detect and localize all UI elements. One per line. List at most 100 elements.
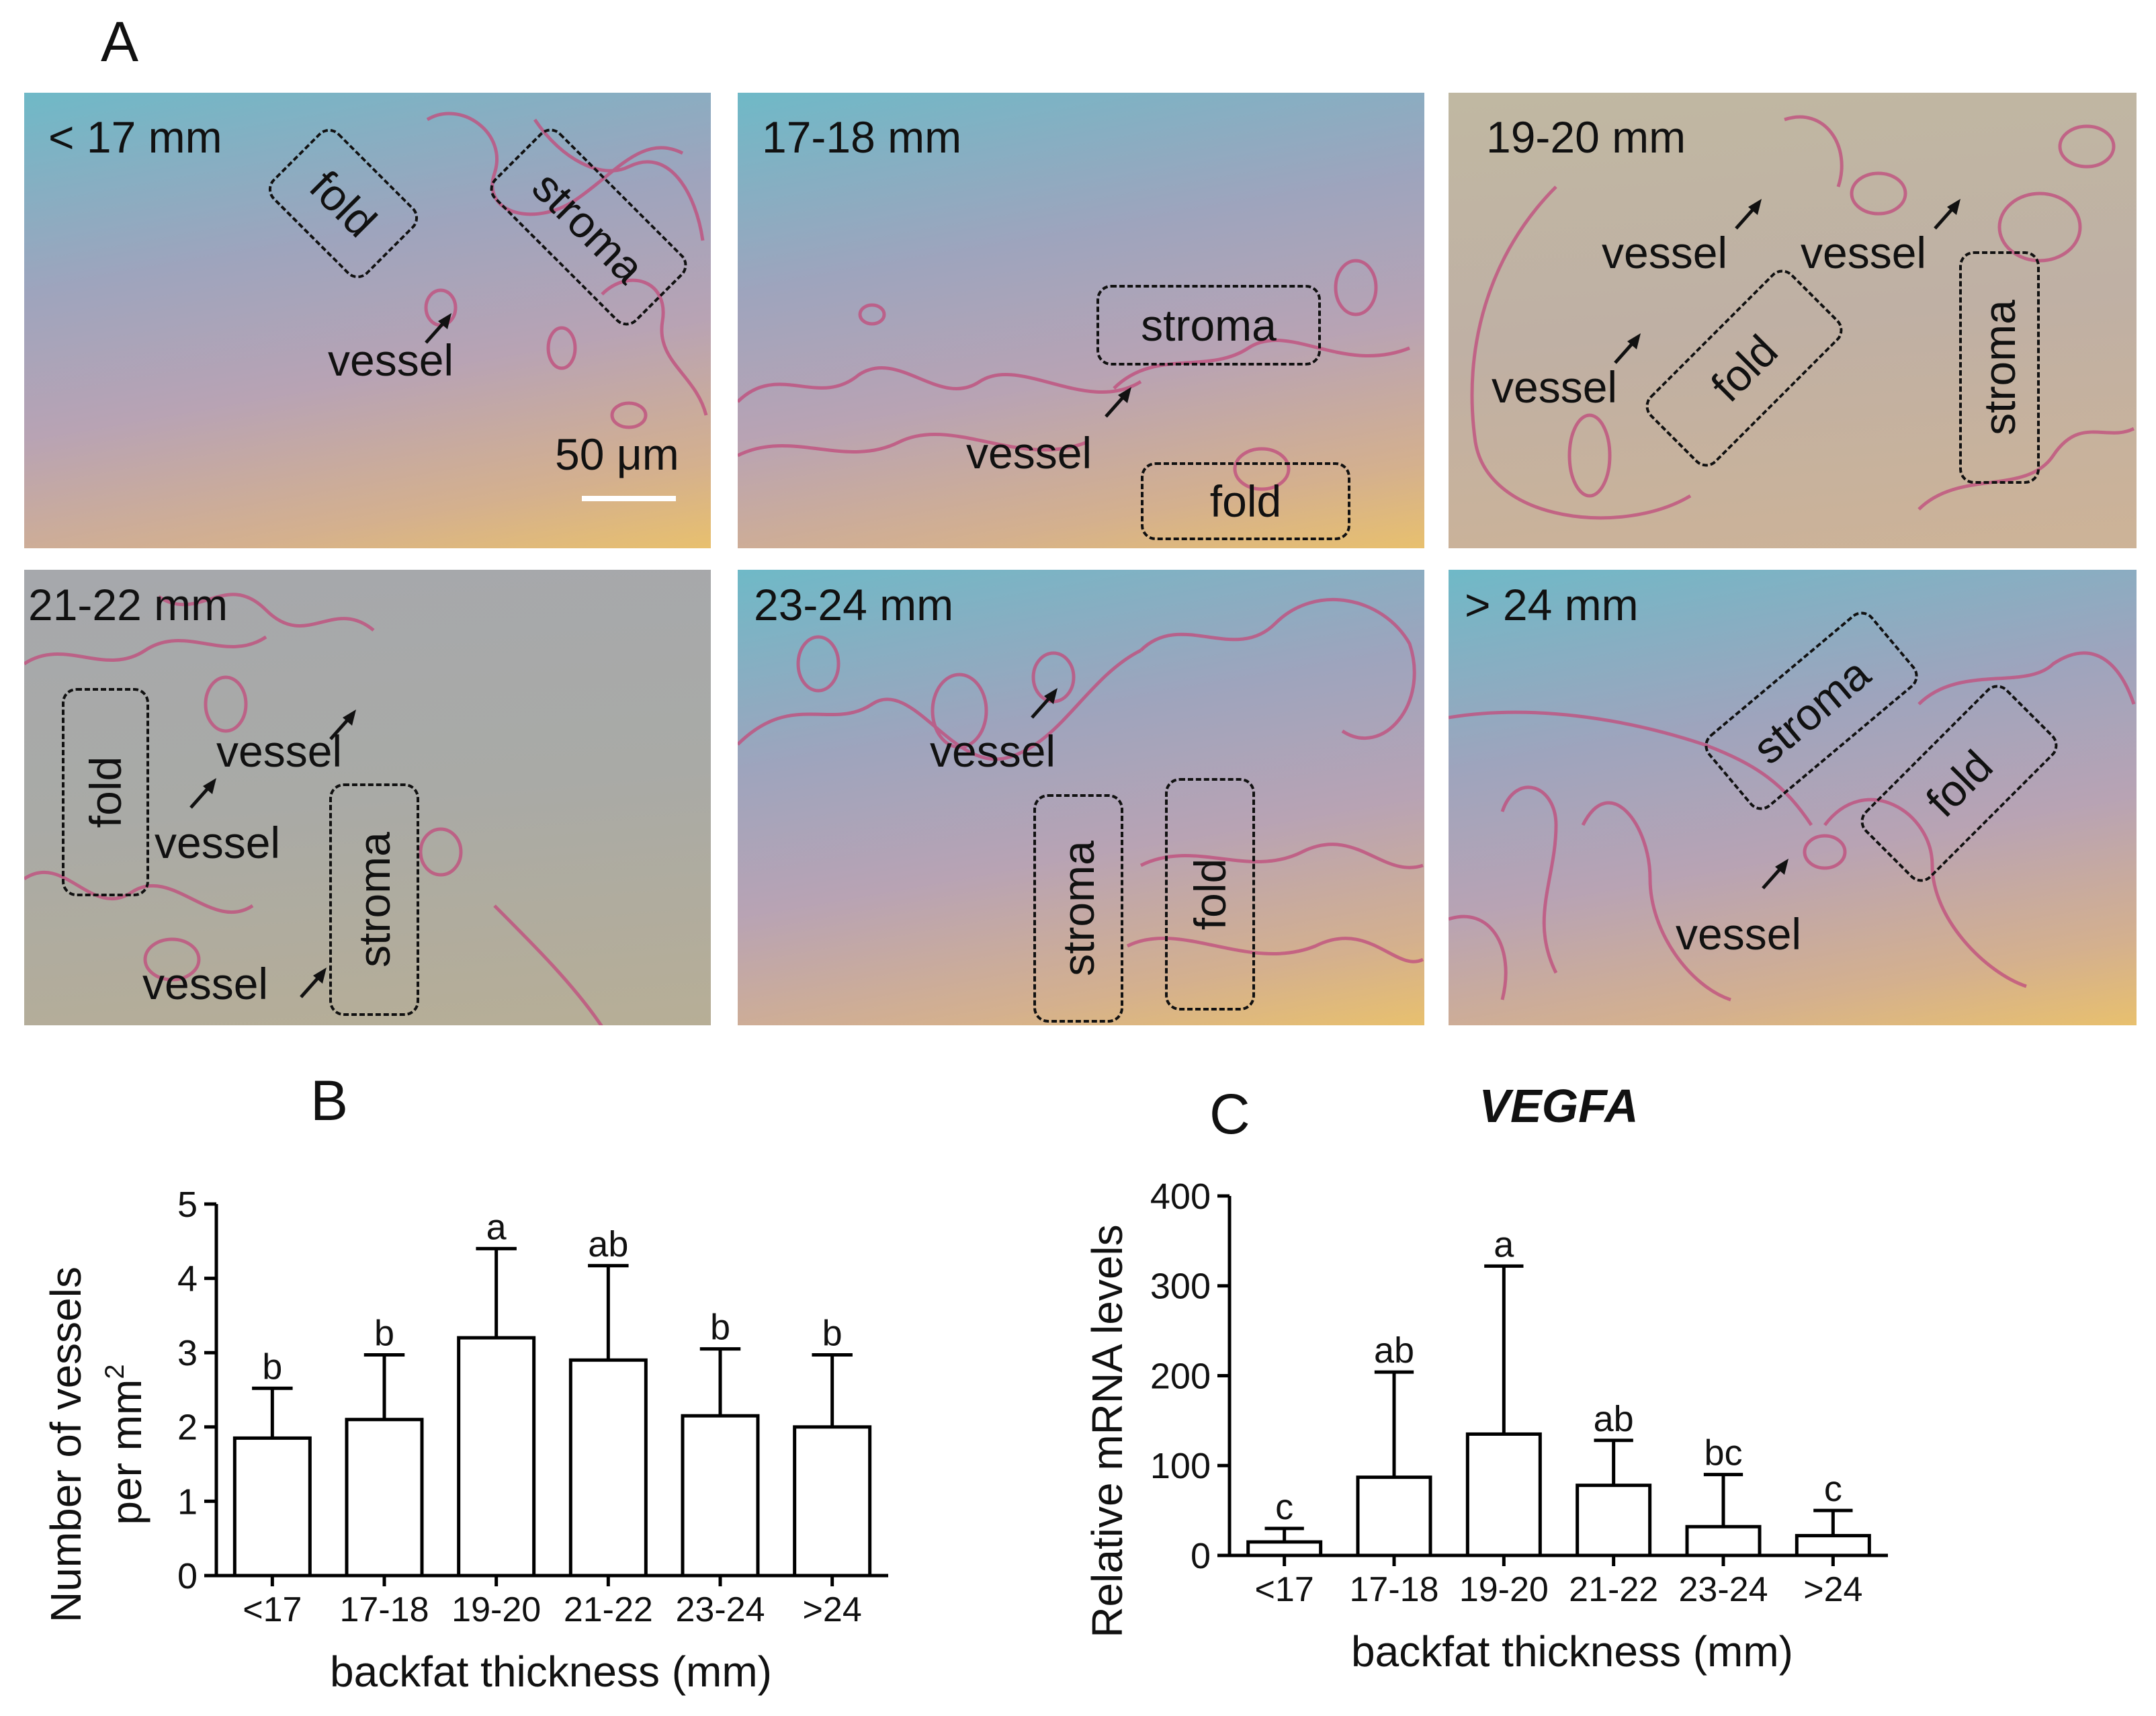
chart-c-vegfa: VEGFA Relative mRNA levels 0 100 200 300 400… xyxy=(1083,1080,1888,1676)
significance-letter: b xyxy=(374,1314,394,1354)
vessel-label: vessel xyxy=(142,959,269,1009)
y-tick-label: 300 xyxy=(1150,1267,1211,1307)
arrow-icon xyxy=(1762,859,1788,890)
micrograph-gt24: > 24 mm stroma fold vessel xyxy=(1449,570,2137,1025)
x-tick-label: 21-22 xyxy=(1569,1570,1658,1609)
xlabel-b: backfat thickness (mm) xyxy=(330,1647,772,1696)
significance-letter: a xyxy=(486,1207,507,1247)
y-tick-label: 2 xyxy=(177,1408,198,1448)
fold-box: fold xyxy=(1165,778,1255,1011)
x-tick-label: >24 xyxy=(803,1590,862,1629)
y-axis-title-b: Number of vessels per mm2 xyxy=(42,1267,150,1623)
significance-letter: c xyxy=(1275,1487,1293,1527)
tissue-drawing xyxy=(1449,651,2136,1002)
x-tick-label: 23-24 xyxy=(1679,1570,1768,1609)
x-tick-label: 17-18 xyxy=(340,1590,429,1629)
significance-letter: ab xyxy=(588,1224,628,1264)
x-tick-label: 19-20 xyxy=(451,1590,541,1629)
stroma-box: stroma xyxy=(1033,794,1123,1023)
xlabel-c: backfat thickness (mm) xyxy=(1351,1627,1793,1676)
y-tick-label: 0 xyxy=(1191,1536,1211,1576)
micrograph-19-20: 19-20 mm vessel vessel vessel fold strom… xyxy=(1449,93,2137,548)
tissue-drawing xyxy=(738,259,1410,491)
micrograph-23-24: 23-24 mm vessel stroma fold xyxy=(738,570,1424,1025)
significance-letter: b xyxy=(822,1314,843,1354)
bar xyxy=(457,1336,536,1578)
range-label: 23-24 mm xyxy=(754,580,954,630)
vessel-label: vessel xyxy=(1492,362,1618,412)
range-label: 19-20 mm xyxy=(1486,112,1686,162)
vessel-label: vessel xyxy=(1676,909,1802,959)
vessel-label: vessel xyxy=(966,428,1092,478)
vessel-label: vessel xyxy=(1602,228,1728,277)
x-tick-label: 21-22 xyxy=(564,1590,653,1629)
scale-bar xyxy=(582,496,676,501)
tissue-drawing xyxy=(24,593,603,1025)
arrow-icon xyxy=(1614,333,1641,364)
panel-letter-c: C xyxy=(1209,1082,1250,1146)
significance-letter: bc xyxy=(1704,1433,1742,1473)
bar xyxy=(681,1414,760,1578)
ylabel-c: Relative mRNA levels xyxy=(1083,1224,1131,1637)
stroma-box: stroma xyxy=(1096,285,1321,366)
y-tick-label: 3 xyxy=(177,1333,198,1373)
x-tick-label: 23-24 xyxy=(676,1590,765,1629)
bar xyxy=(345,1418,424,1578)
ylabel-line2-text: per mm xyxy=(102,1379,150,1525)
x-tick-label: <17 xyxy=(243,1590,302,1629)
chart-b-vessel-density: Number of vessels per mm2 012345b<17b17-… xyxy=(42,1185,888,1696)
y-tick-label: 400 xyxy=(1150,1176,1211,1217)
panel-letter-a: A xyxy=(101,10,139,73)
y-tick-label: 200 xyxy=(1150,1356,1211,1396)
stroma-box: stroma xyxy=(329,783,419,1016)
x-tick-label: >24 xyxy=(1803,1570,1862,1609)
range-label: > 24 mm xyxy=(1465,580,1639,630)
bar xyxy=(1465,1432,1542,1557)
scale-label: 50 μm xyxy=(555,429,679,479)
arrow-icon xyxy=(1105,387,1131,418)
significance-letter: a xyxy=(1494,1224,1514,1264)
tissue-drawing xyxy=(424,112,708,429)
arrow-icon xyxy=(300,968,327,998)
arrow-icon xyxy=(189,778,216,809)
tissue-drawing xyxy=(1470,115,2135,520)
bar xyxy=(568,1358,648,1578)
range-label: 17-18 mm xyxy=(762,112,962,162)
ylabel-line2: per mm2 xyxy=(100,1364,150,1525)
chart-title-c: VEGFA xyxy=(1479,1080,1638,1132)
bar xyxy=(1685,1525,1762,1557)
arrow-icon xyxy=(1031,688,1058,719)
bar xyxy=(1795,1534,1871,1557)
bar xyxy=(232,1436,312,1578)
bar xyxy=(1576,1484,1652,1557)
panel-letter-b: B xyxy=(310,1069,349,1132)
y-tick-label: 100 xyxy=(1150,1446,1211,1486)
range-label: < 17 mm xyxy=(48,112,222,162)
significance-letter: b xyxy=(262,1346,282,1387)
bar xyxy=(793,1425,872,1578)
tissue-drawing xyxy=(738,597,1424,963)
stroma-box: stroma xyxy=(1959,251,2040,484)
significance-letter: c xyxy=(1824,1469,1842,1509)
arrow-icon xyxy=(425,313,451,344)
arrow-icon xyxy=(1934,199,1960,230)
vessel-label: vessel xyxy=(930,726,1056,776)
arrow-icon xyxy=(1735,199,1762,230)
x-tick-label: 17-18 xyxy=(1350,1570,1439,1609)
micrograph-17-18: 17-18 mm stroma vessel fold xyxy=(738,93,1424,548)
y-tick-label: 1 xyxy=(177,1482,198,1522)
bar xyxy=(1246,1540,1323,1557)
ylabel-sup: 2 xyxy=(100,1364,130,1379)
x-tick-label: <17 xyxy=(1255,1570,1314,1609)
micrograph-lt17: < 17 mm fold stroma vessel 50 μm xyxy=(24,93,711,548)
range-label: 21-22 mm xyxy=(28,580,228,630)
y-tick-label: 5 xyxy=(177,1185,198,1225)
vessel-label: vessel xyxy=(155,818,281,867)
significance-letter: ab xyxy=(1374,1330,1414,1371)
vessel-label: vessel xyxy=(1801,228,1927,277)
fold-box: fold xyxy=(1141,462,1350,540)
y-tick-label: 4 xyxy=(177,1259,198,1299)
significance-letter: b xyxy=(710,1307,730,1348)
x-tick-label: 19-20 xyxy=(1459,1570,1549,1609)
vessel-label: vessel xyxy=(328,335,454,385)
